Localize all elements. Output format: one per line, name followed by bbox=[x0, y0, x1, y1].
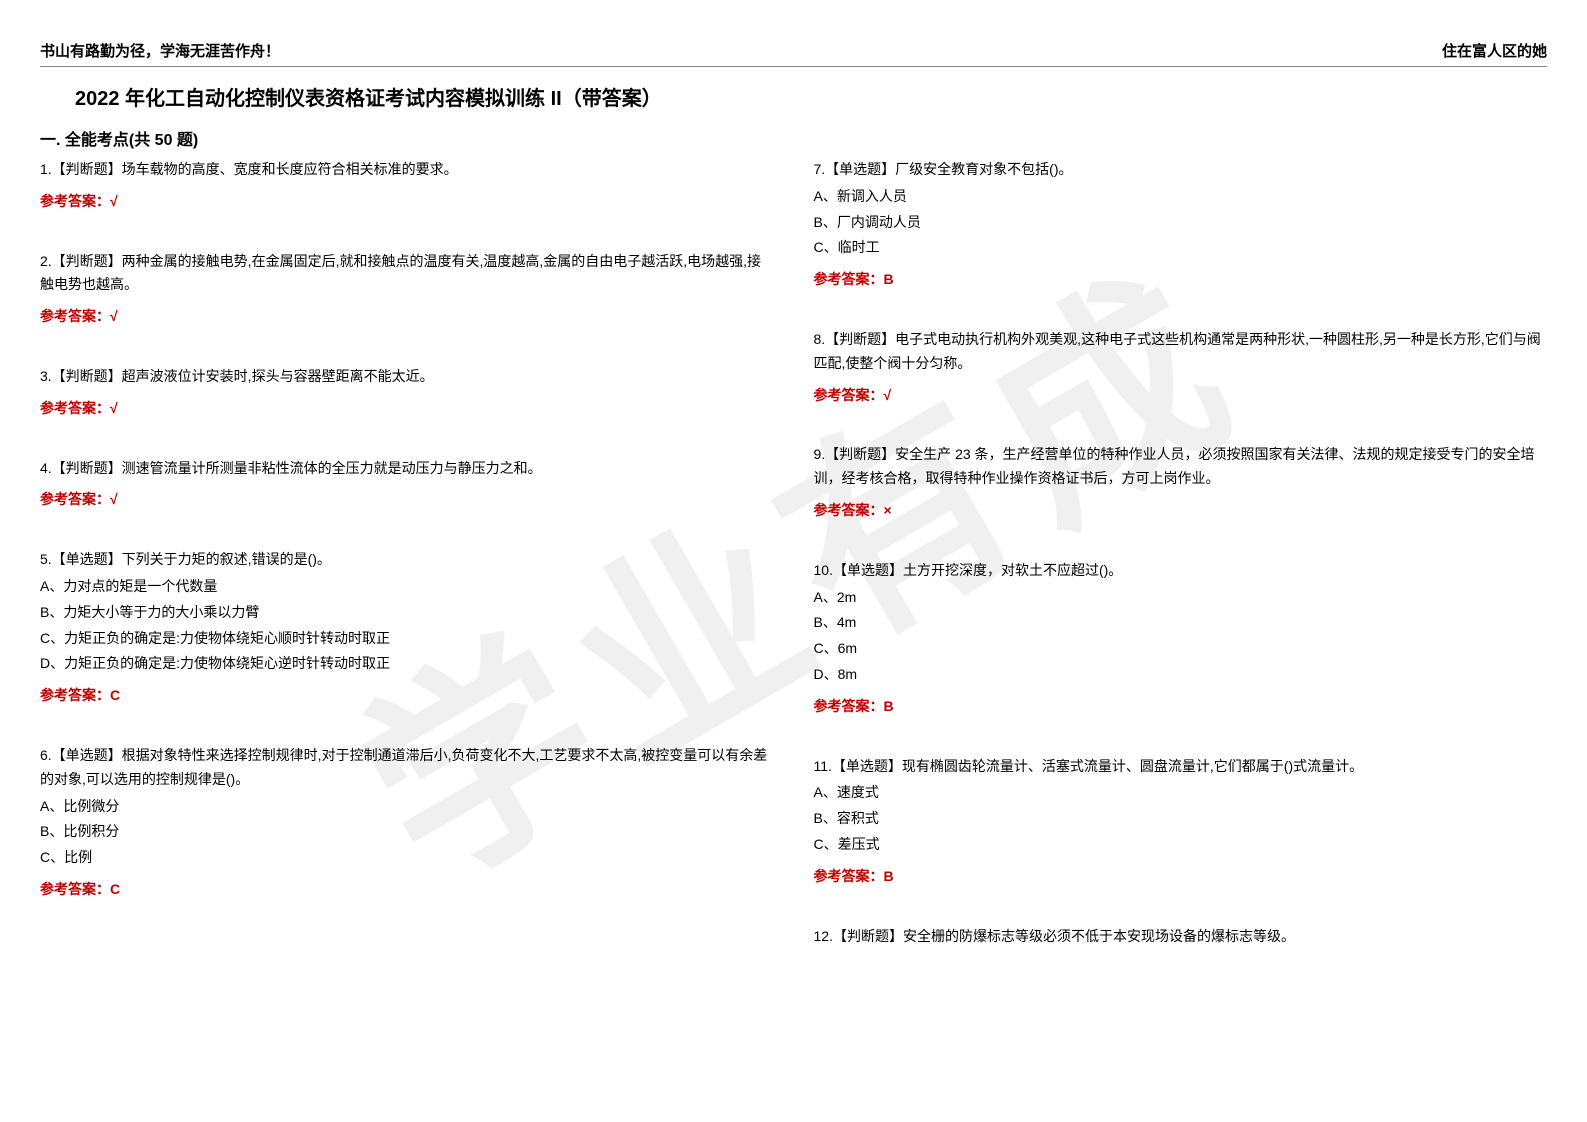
question-option: A、速度式 bbox=[814, 781, 1548, 805]
question-option: C、力矩正负的确定是:力使物体绕矩心顺时针转动时取正 bbox=[40, 627, 774, 651]
question-option: A、力对点的矩是一个代数量 bbox=[40, 575, 774, 599]
question-option: D、力矩正负的确定是:力使物体绕矩心逆时针转动时取正 bbox=[40, 652, 774, 676]
question-text: 1.【判断题】场车载物的高度、宽度和长度应符合相关标准的要求。 bbox=[40, 158, 774, 182]
document-title: 2022 年化工自动化控制仪表资格证考试内容模拟训练 II（带答案） bbox=[75, 82, 1547, 111]
question-option: C、6m bbox=[814, 637, 1548, 661]
question-option: C、差压式 bbox=[814, 833, 1548, 857]
page-content: 书山有路勤为径，学海无涯苦作舟！ 住在富人区的她 2022 年化工自动化控制仪表… bbox=[0, 0, 1587, 1016]
question-text: 7.【单选题】厂级安全教育对象不包括()。 bbox=[814, 158, 1548, 182]
question-option: D、8m bbox=[814, 663, 1548, 687]
question-block: 4.【判断题】测速管流量计所测量非粘性流体的全压力就是动压力与静压力之和。 参考… bbox=[40, 457, 774, 513]
question-block: 3.【判断题】超声波液位计安装时,探头与容器壁距离不能太近。 参考答案：√ bbox=[40, 365, 774, 421]
answer-text: 参考答案：B bbox=[814, 268, 1548, 292]
question-option: C、比例 bbox=[40, 846, 774, 870]
question-option: A、比例微分 bbox=[40, 795, 774, 819]
question-block: 1.【判断题】场车载物的高度、宽度和长度应符合相关标准的要求。 参考答案：√ bbox=[40, 158, 774, 214]
page-header: 书山有路勤为径，学海无涯苦作舟！ 住在富人区的她 bbox=[40, 40, 1547, 67]
left-column: 1.【判断题】场车载物的高度、宽度和长度应符合相关标准的要求。 参考答案：√ 2… bbox=[40, 158, 774, 976]
question-text: 12.【判断题】安全栅的防爆标志等级必须不低于本安现场设备的爆标志等级。 bbox=[814, 925, 1548, 949]
question-text: 2.【判断题】两种金属的接触电势,在金属固定后,就和接触点的温度有关,温度越高,… bbox=[40, 250, 774, 298]
question-block: 12.【判断题】安全栅的防爆标志等级必须不低于本安现场设备的爆标志等级。 bbox=[814, 925, 1548, 949]
question-text: 6.【单选题】根据对象特性来选择控制规律时,对于控制通道滞后小,负荷变化不大,工… bbox=[40, 744, 774, 792]
question-option: B、4m bbox=[814, 611, 1548, 635]
question-option: A、新调入人员 bbox=[814, 185, 1548, 209]
question-text: 11.【单选题】现有椭圆齿轮流量计、活塞式流量计、圆盘流量计,它们都属于()式流… bbox=[814, 755, 1548, 779]
answer-text: 参考答案：C bbox=[40, 878, 774, 902]
question-text: 8.【判断题】电子式电动执行机构外观美观,这种电子式这些机构通常是两种形状,一种… bbox=[814, 328, 1548, 376]
question-option: C、临时工 bbox=[814, 236, 1548, 260]
right-column: 7.【单选题】厂级安全教育对象不包括()。 A、新调入人员 B、厂内调动人员 C… bbox=[814, 158, 1548, 976]
answer-text: 参考答案：√ bbox=[814, 384, 1548, 408]
question-option: B、比例积分 bbox=[40, 820, 774, 844]
question-block: 10.【单选题】土方开挖深度，对软土不应超过()。 A、2m B、4m C、6m… bbox=[814, 559, 1548, 719]
question-text: 5.【单选题】下列关于力矩的叙述,错误的是()。 bbox=[40, 548, 774, 572]
question-block: 6.【单选题】根据对象特性来选择控制规律时,对于控制通道滞后小,负荷变化不大,工… bbox=[40, 744, 774, 902]
question-block: 2.【判断题】两种金属的接触电势,在金属固定后,就和接触点的温度有关,温度越高,… bbox=[40, 250, 774, 329]
question-text: 3.【判断题】超声波液位计安装时,探头与容器壁距离不能太近。 bbox=[40, 365, 774, 389]
question-text: 4.【判断题】测速管流量计所测量非粘性流体的全压力就是动压力与静压力之和。 bbox=[40, 457, 774, 481]
question-block: 11.【单选题】现有椭圆齿轮流量计、活塞式流量计、圆盘流量计,它们都属于()式流… bbox=[814, 755, 1548, 889]
answer-text: 参考答案：√ bbox=[40, 305, 774, 329]
answer-text: 参考答案：× bbox=[814, 499, 1548, 523]
question-text: 10.【单选题】土方开挖深度，对软土不应超过()。 bbox=[814, 559, 1548, 583]
header-right-text: 住在富人区的她 bbox=[1442, 40, 1547, 61]
question-text: 9.【判断题】安全生产 23 条，生产经营单位的特种作业人员，必须按照国家有关法… bbox=[814, 443, 1548, 491]
question-option: B、容积式 bbox=[814, 807, 1548, 831]
question-option: B、力矩大小等于力的大小乘以力臂 bbox=[40, 601, 774, 625]
two-column-layout: 1.【判断题】场车载物的高度、宽度和长度应符合相关标准的要求。 参考答案：√ 2… bbox=[40, 158, 1547, 976]
question-block: 8.【判断题】电子式电动执行机构外观美观,这种电子式这些机构通常是两种形状,一种… bbox=[814, 328, 1548, 407]
answer-text: 参考答案：C bbox=[40, 684, 774, 708]
question-block: 5.【单选题】下列关于力矩的叙述,错误的是()。 A、力对点的矩是一个代数量 B… bbox=[40, 548, 774, 708]
answer-text: 参考答案：B bbox=[814, 695, 1548, 719]
question-option: A、2m bbox=[814, 586, 1548, 610]
header-left-text: 书山有路勤为径，学海无涯苦作舟！ bbox=[40, 40, 280, 61]
section-heading: 一. 全能考点(共 50 题) bbox=[40, 126, 1547, 150]
answer-text: 参考答案：B bbox=[814, 865, 1548, 889]
answer-text: 参考答案：√ bbox=[40, 488, 774, 512]
answer-text: 参考答案：√ bbox=[40, 397, 774, 421]
question-block: 7.【单选题】厂级安全教育对象不包括()。 A、新调入人员 B、厂内调动人员 C… bbox=[814, 158, 1548, 292]
question-option: B、厂内调动人员 bbox=[814, 211, 1548, 235]
answer-text: 参考答案：√ bbox=[40, 190, 774, 214]
question-block: 9.【判断题】安全生产 23 条，生产经营单位的特种作业人员，必须按照国家有关法… bbox=[814, 443, 1548, 522]
